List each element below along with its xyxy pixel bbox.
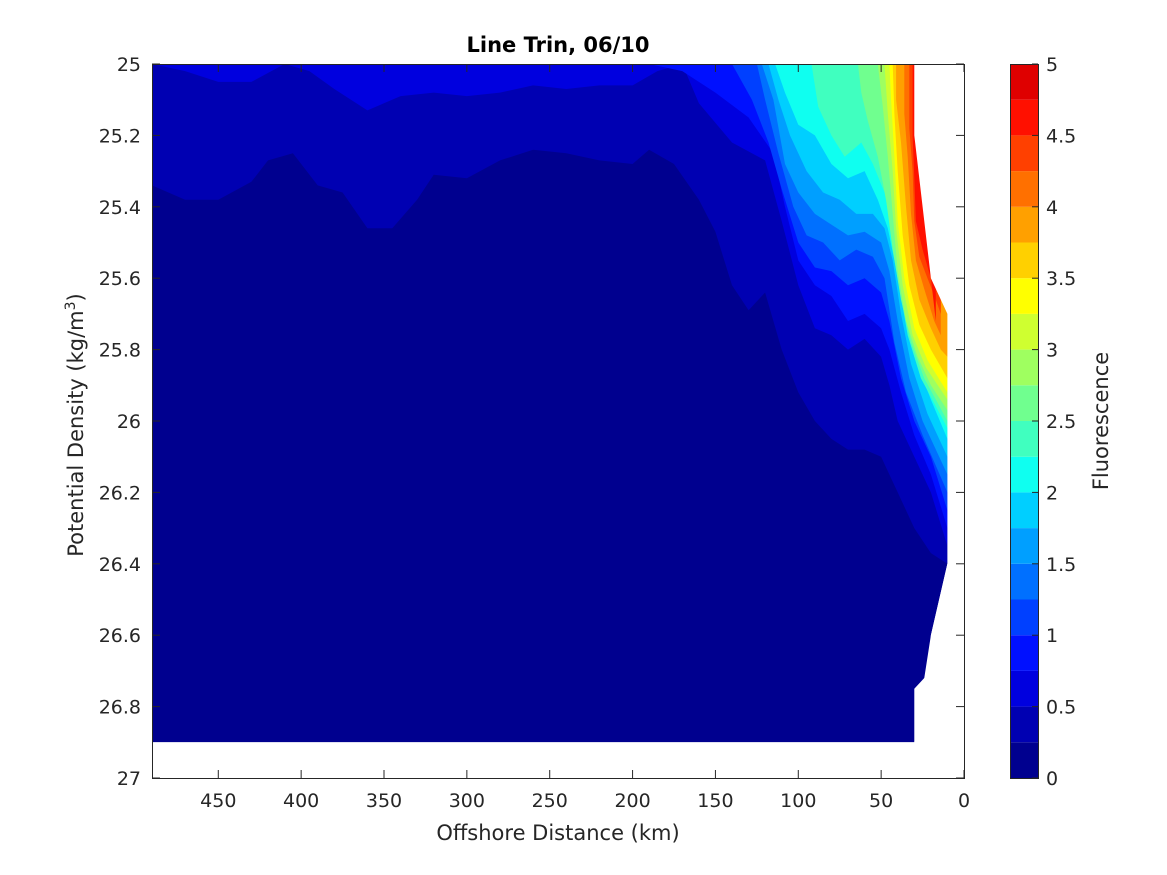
contour-bands [152,64,964,778]
colorbar-tick-label: 4.5 [1046,125,1076,147]
colorbar: 0 0.5 1 1.5 2 2.5 3 3.5 4 4.5 5 [1010,54,1076,790]
x-axis-ticks: 450 400 350 300 250 200 150 100 50 0 [200,64,970,812]
y-tick-label: 25.4 [99,197,141,219]
colorbar-segment [1010,64,1038,100]
colorbar-tick-label: 5 [1046,54,1058,76]
x-tick-label: 450 [200,790,236,812]
colorbar-frame [1010,64,1039,779]
x-tick-label: 300 [449,790,485,812]
colorbar-segment [1010,528,1038,564]
colorbar-tick-label: 2 [1046,482,1058,504]
x-tick-label: 200 [614,790,650,812]
colorbar-segment [1010,599,1038,636]
colorbar-segment [1010,385,1038,421]
colorbar-segment [1010,456,1038,493]
colorbar-label: Fluorescence [1089,352,1113,490]
colorbar-tick-label: 3 [1046,340,1058,362]
colorbar-segment [1010,99,1038,136]
colorbar-segment [1010,670,1038,707]
colorbar-segment [1010,242,1038,279]
colorbar-segment [1010,278,1038,314]
y-tick-label: 26.6 [99,625,141,647]
colorbar-segment [1010,206,1038,243]
y-tick-label: 25.8 [99,340,141,362]
colorbar-segment [1010,706,1038,743]
x-tick-label: 250 [532,790,568,812]
y-axis-label: Potential Density (kg/m3) [63,293,88,557]
x-tick-label: 150 [697,790,733,812]
colorbar-segment [1010,171,1038,207]
y-axis-label-tail: ) [64,293,88,301]
y-axis-label-main: Potential Density (kg/m [64,310,88,556]
x-tick-label: 350 [366,790,402,812]
colorbar-segment [1010,421,1038,457]
colorbar-tick-label: 0 [1046,768,1058,790]
colorbar-tick-label: 1.5 [1046,554,1076,576]
colorbar-tick-label: 3.5 [1046,268,1076,290]
colorbar-tick-label: 4 [1046,197,1058,219]
y-tick-label: 26.4 [99,554,141,576]
colorbar-segment [1010,492,1038,529]
y-tick-label: 26.8 [99,697,141,719]
colorbar-tick-label: 1 [1046,625,1058,647]
contour-band-1 [152,64,948,564]
y-axis-label-superscript: 3 [63,301,79,310]
x-axis-label: Offshore Distance (km) [436,821,679,845]
y-tick-label: 25.2 [99,125,141,147]
colorbar-segment [1010,742,1038,778]
x-tick-label: 100 [780,790,816,812]
colorbar-segment [1010,635,1038,671]
x-tick-label: 400 [283,790,319,812]
y-axis-ticks: 25 25.2 25.4 25.6 25.8 26 26.2 26.4 26.6 26.8 27 [99,54,964,790]
y-tick-label: 26.2 [99,482,141,504]
y-tick-label: 25 [117,54,141,76]
y-tick-label: 25.6 [99,268,141,290]
colorbar-segment [1010,349,1038,386]
colorbar-tick-label: 0.5 [1046,697,1076,719]
y-tick-label: 27 [117,768,141,790]
colorbar-segment [1010,135,1038,172]
colorbar-segment [1010,563,1038,600]
x-tick-label: 0 [958,790,970,812]
y-tick-label: 26 [117,411,141,433]
x-tick-label: 50 [869,790,893,812]
chart-title: Line Trin, 06/10 [466,33,649,57]
colorbar-tick-label: 2.5 [1046,411,1076,433]
colorbar-segment [1010,313,1038,350]
